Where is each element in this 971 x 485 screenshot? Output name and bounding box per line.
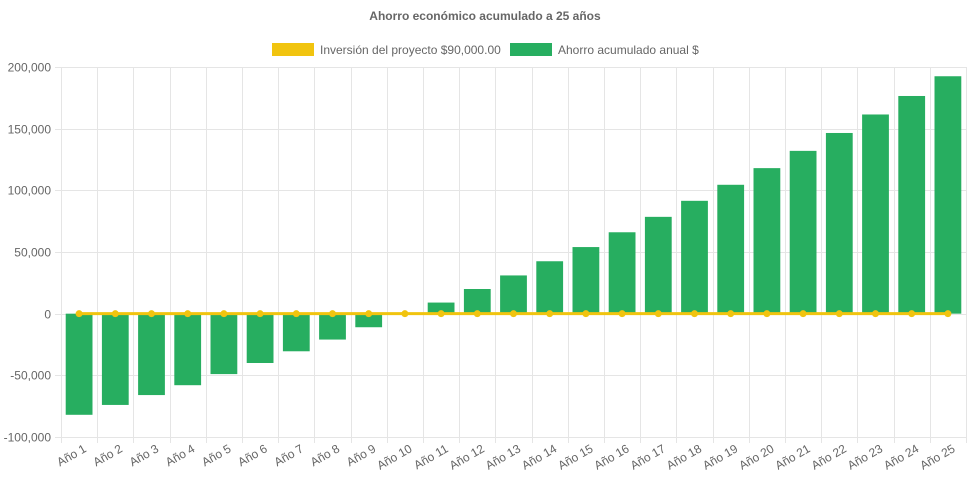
x-tick-label: Año 15: [555, 441, 595, 472]
legend-swatch-ahorro: [510, 43, 552, 56]
bar-ahorro: [282, 313, 310, 352]
x-tick-label: Año 20: [736, 441, 776, 472]
line-point-inversion: [944, 310, 952, 318]
y-tick-label: 100,000: [8, 184, 52, 198]
x-tick-label: Año 19: [700, 441, 740, 472]
bar-ahorro: [572, 247, 600, 314]
x-tick-label: Año 8: [308, 441, 342, 469]
line-point-inversion: [510, 310, 517, 318]
bar-ahorro: [825, 132, 853, 314]
line-point-inversion: [473, 310, 481, 318]
y-tick-label: 200,000: [8, 61, 52, 75]
line-point-inversion: [401, 310, 409, 318]
line-point-inversion: [582, 310, 590, 318]
x-tick-label: Año 11: [411, 441, 450, 472]
bar-ahorro: [101, 313, 129, 405]
bar-ahorro: [65, 313, 93, 415]
bar-ahorro: [536, 261, 564, 314]
line-point-inversion: [437, 310, 445, 318]
bar-ahorro: [789, 150, 817, 314]
legend[interactable]: Inversión del proyecto $90,000.00 Ahorro …: [272, 43, 699, 57]
legend-label-ahorro: Ahorro acumulado anual $: [558, 43, 699, 57]
line-point-inversion: [727, 310, 735, 318]
bar-ahorro: [319, 313, 346, 340]
bar-ahorro: [210, 313, 238, 375]
line-point-inversion: [75, 310, 83, 318]
bar-ahorro: [753, 168, 781, 314]
x-tick-label: Año 25: [917, 441, 957, 472]
legend-item-ahorro[interactable]: Ahorro acumulado anual $: [510, 43, 699, 57]
bar-ahorro: [717, 184, 745, 314]
y-tick-label: -50,000: [10, 369, 51, 383]
bar-ahorro: [898, 95, 926, 314]
x-tick-label: Año 23: [845, 441, 885, 472]
grid: [55, 67, 967, 443]
y-tick-label: 150,000: [8, 123, 52, 137]
x-tick-label: Año 9: [344, 441, 378, 469]
legend-label-inversion: Inversión del proyecto $90,000.00: [320, 43, 501, 57]
line-point-inversion: [184, 310, 192, 318]
y-axis: 200,000 150,000 100,000 50,000 0 -50,000 -100,…: [4, 61, 52, 445]
line-point-inversion: [691, 310, 698, 318]
line-point-inversion: [220, 310, 228, 318]
x-axis: Año 1 Año 2 Año 3 Año 4 Año 5 Año 6 Año 7 Año 8…: [54, 441, 957, 472]
bar-ahorro: [463, 289, 491, 314]
line-point-inversion: [763, 310, 771, 318]
x-tick-label: Año 3: [127, 441, 161, 469]
line-point-inversion: [908, 310, 916, 318]
bar-ahorro: [862, 114, 889, 314]
bar-series: [65, 76, 962, 415]
line-point-inversion: [329, 310, 336, 318]
chart-title: Ahorro económico acumulado a 25 años: [369, 9, 601, 23]
x-tick-label: Año 7: [272, 441, 306, 469]
line-point-inversion: [111, 310, 119, 318]
y-tick-label: 0: [44, 308, 51, 322]
bar-ahorro: [681, 200, 708, 314]
x-tick-label: Año 17: [628, 441, 668, 472]
bar-ahorro: [355, 313, 383, 328]
line-point-inversion: [546, 310, 554, 318]
x-tick-label: Año 12: [447, 441, 487, 472]
x-tick-label: Año 1: [54, 441, 88, 469]
x-tick-label: Año 10: [374, 441, 414, 472]
x-tick-label: Año 13: [483, 441, 523, 472]
line-point-inversion: [654, 310, 662, 318]
legend-item-inversion[interactable]: Inversión del proyecto $90,000.00: [272, 43, 501, 57]
x-tick-label: Año 6: [235, 441, 269, 469]
x-tick-label: Año 4: [163, 441, 197, 469]
x-tick-label: Año 21: [773, 441, 813, 472]
line-point-inversion: [835, 310, 843, 318]
x-tick-label: Año 14: [519, 441, 559, 472]
bar-ahorro: [608, 232, 636, 314]
bar-ahorro: [427, 302, 455, 314]
line-point-inversion: [872, 310, 879, 318]
line-point-inversion: [292, 310, 300, 318]
line-point-inversion: [799, 310, 807, 318]
y-tick-label: 50,000: [14, 246, 51, 260]
x-tick-label: Año 18: [664, 441, 704, 472]
line-point-inversion: [618, 310, 626, 318]
bar-ahorro: [500, 275, 527, 314]
bar-ahorro: [246, 313, 274, 363]
line-point-inversion: [365, 310, 373, 318]
bar-ahorro: [174, 313, 202, 386]
line-point-inversion: [148, 310, 155, 318]
line-point-inversion: [256, 310, 264, 318]
line-series: [75, 310, 952, 318]
y-tick-label: -100,000: [4, 431, 52, 445]
x-tick-label: Año 2: [91, 441, 125, 469]
bar-ahorro: [934, 76, 962, 314]
legend-swatch-inversion: [272, 43, 314, 56]
bar-ahorro: [644, 216, 672, 314]
bar-ahorro: [138, 313, 165, 396]
x-tick-label: Año 22: [809, 441, 849, 472]
x-tick-label: Año 24: [881, 441, 921, 472]
x-tick-label: Año 16: [592, 441, 632, 472]
x-tick-label: Año 5: [199, 441, 233, 469]
